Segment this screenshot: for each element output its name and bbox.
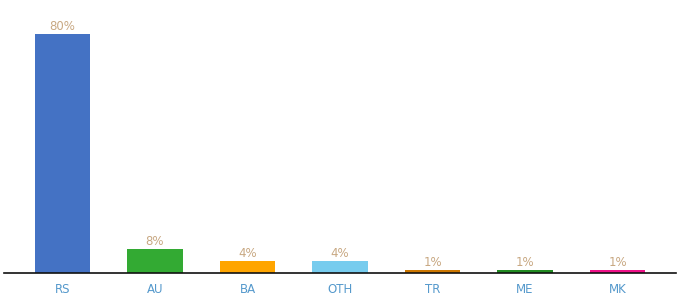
Bar [35,34,90,273]
Text: 1%: 1% [608,256,627,268]
Text: 4%: 4% [330,247,350,260]
Bar [127,249,183,273]
Text: 1%: 1% [515,256,534,268]
Text: 8%: 8% [146,235,164,248]
Bar [312,261,368,273]
Text: 1%: 1% [423,256,442,268]
Bar [497,270,553,273]
Bar [220,261,275,273]
Bar [590,270,645,273]
Bar [405,270,460,273]
Text: 4%: 4% [238,247,257,260]
Text: 80%: 80% [50,20,75,33]
